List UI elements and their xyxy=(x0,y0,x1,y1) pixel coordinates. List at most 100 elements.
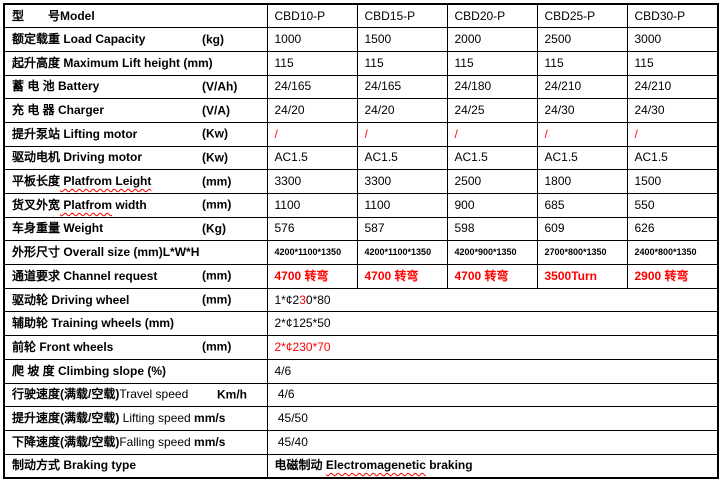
value-part-red: 3 xyxy=(299,292,306,307)
table-row-platform-length: 平板长度 Platfrom Leight (mm) 3300 3300 2500 … xyxy=(3,169,719,194)
spec-cell: / xyxy=(266,121,358,147)
spec-cell: 1500 xyxy=(356,27,448,52)
label-unit: (V/A) xyxy=(202,103,230,117)
table-row-driving-motor: 驱动电机 Driving motor (Kw) AC1.5 AC1.5 AC1.5… xyxy=(3,145,719,171)
spec-cell: CBD15-P xyxy=(356,3,448,29)
row-label: 车身重量 Weight (Kg) xyxy=(3,216,268,242)
spec-cell: 24/20 xyxy=(266,98,358,123)
label-en: Travel speed xyxy=(119,387,189,402)
row-label: 型 号Model xyxy=(3,3,268,29)
label-en: Braking type xyxy=(60,458,137,473)
spec-cell: 4/6 xyxy=(266,358,719,384)
label-en: Overall size (mm)L*W*H xyxy=(60,245,200,260)
spec-cell: CBD20-P xyxy=(446,3,538,29)
value-part: braking xyxy=(425,458,473,473)
spec-cell: / xyxy=(536,121,628,147)
row-label: 驱动电机 Driving motor (Kw) xyxy=(3,145,268,171)
spec-cell: 4200*1100*1350 xyxy=(266,240,358,266)
row-label: 提升速度(满载/空载) Lifting speed mm/s xyxy=(3,406,268,431)
spec-cell: 24/210 xyxy=(626,74,719,100)
table-row-weight: 车身重量 Weight (Kg) 576 587 598 609 626 xyxy=(3,216,719,242)
label-zh: 外形尺寸 xyxy=(12,245,61,260)
spec-cell: 45/50 xyxy=(266,406,719,431)
label-unit: (Kg) xyxy=(202,221,226,236)
value-part: 电磁制动 xyxy=(274,458,326,473)
spec-cell: 550 xyxy=(626,193,719,218)
label-zh: 平板长度 xyxy=(12,174,61,189)
table-row-travel-speed: 行驶速度(满载/空载)Travel speed Km/h 4/6 xyxy=(3,382,719,408)
row-label: 蓄 电 池 Battery (V/Ah) xyxy=(3,74,268,100)
spec-cell: 115 xyxy=(266,50,358,76)
label-unit: (Kw) xyxy=(202,150,228,165)
spec-cell: AC1.5 xyxy=(536,145,628,171)
label-zh: 辅助轮 xyxy=(12,316,49,331)
spec-cell: AC1.5 xyxy=(446,145,538,171)
table-row-climbing-slope: 爬 坡 度 Climbing slope (%) 4/6 xyxy=(3,358,719,384)
spec-cell: 2000 xyxy=(446,27,538,52)
spec-cell: AC1.5 xyxy=(626,145,719,171)
table-row-lift-height: 起升高度 Maximum Lift height (mm) 115 115 11… xyxy=(3,50,719,76)
row-label: 提升泵站 Lifting motor (Kw) xyxy=(3,121,268,147)
spec-cell: 24/30 xyxy=(536,98,628,123)
label-en: Platfrom Leight xyxy=(60,174,152,189)
label-unit: mm/s xyxy=(194,434,226,449)
spec-cell: 4700 转弯 xyxy=(356,264,448,289)
spec-cell: 1500 xyxy=(626,169,719,194)
label-en: Lifting speed xyxy=(119,410,195,425)
table-row-load-capacity: 额定载重 Load Capacity (kg) 1000 1500 2000 25… xyxy=(3,27,719,52)
spec-cell: 3300 xyxy=(356,169,448,194)
label-zh: 型 号 xyxy=(12,8,61,23)
label-zh: 额定载重 xyxy=(12,31,61,46)
table-row-braking-type: 制动方式 Braking type 电磁制动 Electromagenetic … xyxy=(3,453,719,479)
label-en: Driving wheel xyxy=(48,292,130,307)
label-zh: 提升泵站 xyxy=(12,126,61,141)
label-en: Training wheels (mm) xyxy=(48,316,175,331)
spec-cell: 115 xyxy=(536,50,628,76)
label-en: Weight xyxy=(60,221,104,236)
table-row-falling-speed: 下降速度(满载/空载)Falling speed mm/s 45/40 xyxy=(3,429,719,455)
spec-cell: 609 xyxy=(536,216,628,242)
label-zh: 通道要求 xyxy=(12,268,61,283)
row-label: 平板长度 Platfrom Leight (mm) xyxy=(3,169,268,194)
spec-cell: 2900 转弯 xyxy=(626,264,719,289)
spec-cell: 587 xyxy=(356,216,448,242)
label-unit: (mm) xyxy=(202,292,232,307)
spec-cell: 4200*1100*1350 xyxy=(356,240,448,266)
table-row-model: 型 号Model CBD10-P CBD15-P CBD20-P CBD25-P… xyxy=(3,3,719,29)
label-unit: (mm) xyxy=(202,339,232,354)
spec-cell: CBD10-P xyxy=(266,3,358,29)
table-row-battery: 蓄 电 池 Battery (V/Ah) 24/165 24/165 24/180… xyxy=(3,74,719,100)
label-en: Platfrom xyxy=(60,197,113,212)
row-label: 驱动轮 Driving wheel (mm) xyxy=(3,287,268,313)
label-en: Lifting motor xyxy=(60,126,138,141)
label-zh: 驱动电机 xyxy=(12,150,61,165)
label-en: Maximum Lift height (mm) xyxy=(60,55,213,70)
spec-cell: 24/210 xyxy=(536,74,628,100)
spec-cell: 2700*800*1350 xyxy=(536,240,628,266)
spec-cell: 1000 xyxy=(266,27,358,52)
spec-cell: 24/165 xyxy=(266,74,358,100)
spec-cell: 24/30 xyxy=(626,98,719,123)
label-zh: 下降速度(满载/空载) xyxy=(12,434,120,449)
spec-cell: 115 xyxy=(356,50,448,76)
spec-cell: 2500 xyxy=(536,27,628,52)
label-unit: (mm) xyxy=(202,197,232,212)
label-unit: Km/h xyxy=(217,387,247,402)
row-label: 爬 坡 度 Climbing slope (%) xyxy=(3,358,268,384)
spec-cell: AC1.5 xyxy=(356,145,448,171)
label-zh: 驱动轮 xyxy=(12,292,49,307)
spec-cell: 900 xyxy=(446,193,538,218)
spec-cell: 4700 转弯 xyxy=(446,264,538,289)
label-zh: 制动方式 xyxy=(12,458,61,473)
label-en: Front wheels xyxy=(36,339,114,354)
row-label: 起升高度 Maximum Lift height (mm) xyxy=(3,50,268,76)
label-en: Falling speed xyxy=(119,434,195,449)
spec-cell: 24/165 xyxy=(356,74,448,100)
label-en: Battery xyxy=(54,79,100,94)
row-label: 辅助轮 Training wheels (mm) xyxy=(3,311,268,337)
label-en: Charger xyxy=(54,103,105,117)
spec-cell: 2400*800*1350 xyxy=(626,240,719,266)
label-en: Model xyxy=(60,8,95,23)
table-row-channel-request: 通道要求 Channel request (mm) 4700 转弯 4700 转弯… xyxy=(3,264,719,289)
